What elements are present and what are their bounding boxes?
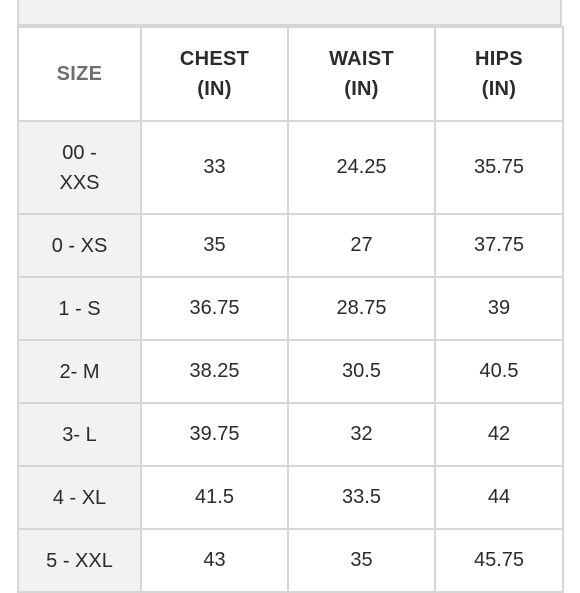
waist-cell: 32 (287, 402, 436, 467)
hips-cell: 35.75 (434, 120, 564, 215)
header-waist-line2: (IN) (344, 78, 379, 100)
size-chart-table: SIZE CHEST (IN) WAIST (IN) HIPS (IN) 00 … (17, 26, 564, 593)
size-label-line2: XXS (59, 171, 100, 194)
chest-cell: 36.75 (140, 276, 289, 341)
header-size: SIZE (17, 26, 142, 122)
chest-cell: 43 (140, 528, 289, 593)
size-cell: 1 - S (17, 276, 142, 341)
chest-cell: 35 (140, 213, 289, 278)
hips-cell: 40.5 (434, 339, 564, 404)
header-row: SIZE CHEST (IN) WAIST (IN) HIPS (IN) (17, 26, 564, 122)
header-hips: HIPS (IN) (434, 26, 564, 122)
table-row: 5 - XXL 43 35 45.75 (17, 528, 564, 593)
header-hips-line1: HIPS (475, 48, 523, 70)
header-size-label: SIZE (56, 63, 103, 85)
hips-cell: 39 (434, 276, 564, 341)
table-row: 4 - XL 41.5 33.5 44 (17, 465, 564, 530)
waist-cell: 24.25 (287, 120, 436, 215)
table-row: 2- M 38.25 30.5 40.5 (17, 339, 564, 404)
table-row: 1 - S 36.75 28.75 39 (17, 276, 564, 341)
header-waist-line1: WAIST (329, 48, 394, 70)
chest-cell: 38.25 (140, 339, 289, 404)
table-row: 0 - XS 35 27 37.75 (17, 213, 564, 278)
waist-cell: 30.5 (287, 339, 436, 404)
table-row: 00 - XXS 33 24.25 35.75 (17, 120, 564, 215)
table-top-strip (17, 0, 562, 26)
table-row: 3- L 39.75 32 42 (17, 402, 564, 467)
size-cell: 5 - XXL (17, 528, 142, 593)
waist-cell: 33.5 (287, 465, 436, 530)
hips-cell: 45.75 (434, 528, 564, 593)
hips-cell: 44 (434, 465, 564, 530)
chest-cell: 39.75 (140, 402, 289, 467)
waist-cell: 27 (287, 213, 436, 278)
size-cell: 4 - XL (17, 465, 142, 530)
hips-cell: 42 (434, 402, 564, 467)
waist-cell: 35 (287, 528, 436, 593)
header-hips-line2: (IN) (481, 78, 517, 100)
size-label-line1: 00 - (62, 141, 97, 164)
chest-cell: 33 (140, 120, 289, 215)
header-chest-line2: (IN) (197, 78, 232, 100)
header-chest: CHEST (IN) (140, 26, 289, 122)
size-cell: 00 - XXS (17, 120, 142, 215)
size-cell: 3- L (17, 402, 142, 467)
size-cell: 2- M (17, 339, 142, 404)
size-cell: 0 - XS (17, 213, 142, 278)
header-chest-line1: CHEST (179, 48, 250, 70)
waist-cell: 28.75 (287, 276, 436, 341)
chest-cell: 41.5 (140, 465, 289, 530)
header-waist: WAIST (IN) (287, 26, 436, 122)
hips-cell: 37.75 (434, 213, 564, 278)
